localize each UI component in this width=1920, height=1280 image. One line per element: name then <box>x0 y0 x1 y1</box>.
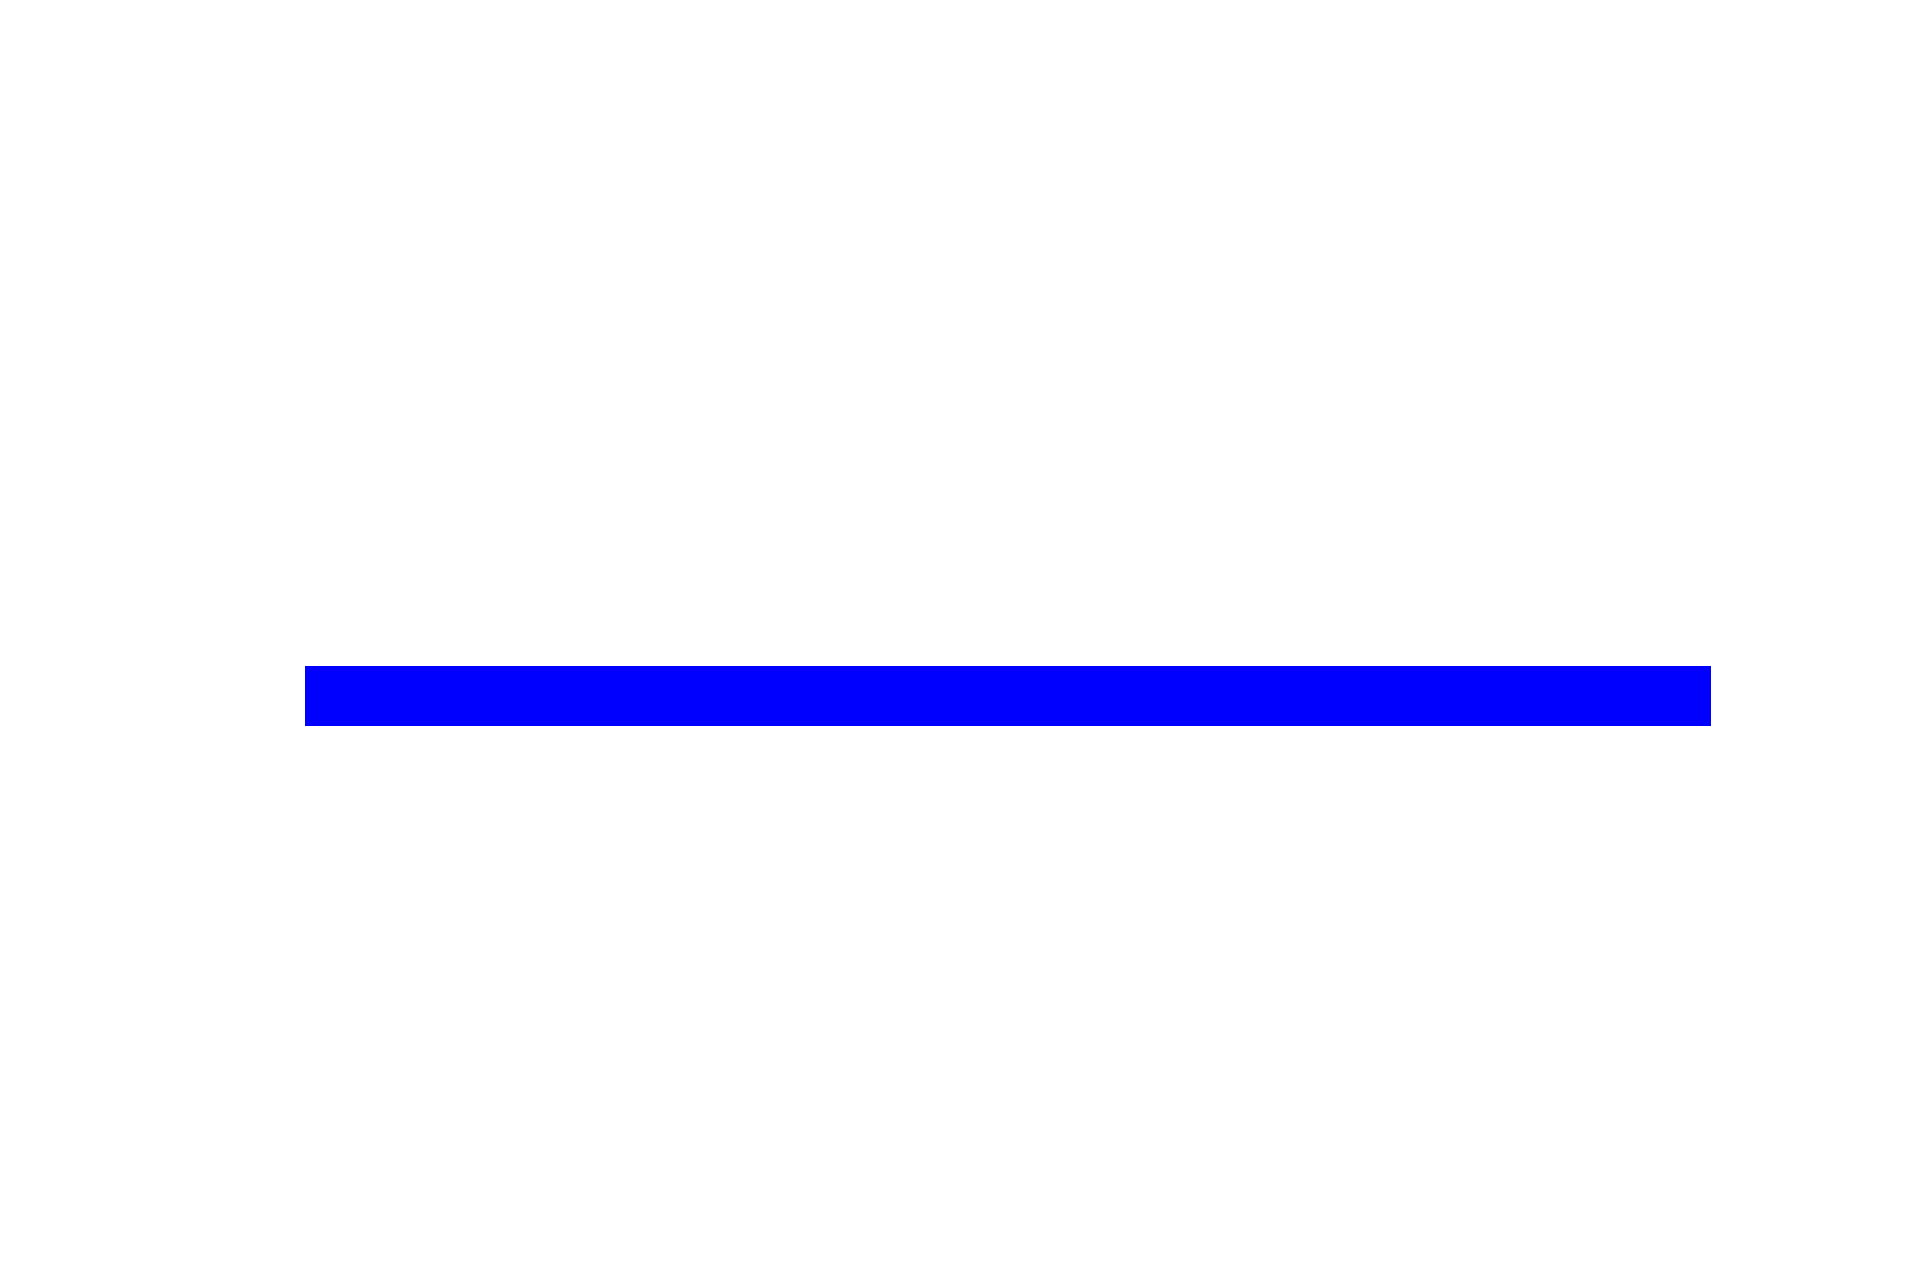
blue-bar <box>305 666 1711 726</box>
